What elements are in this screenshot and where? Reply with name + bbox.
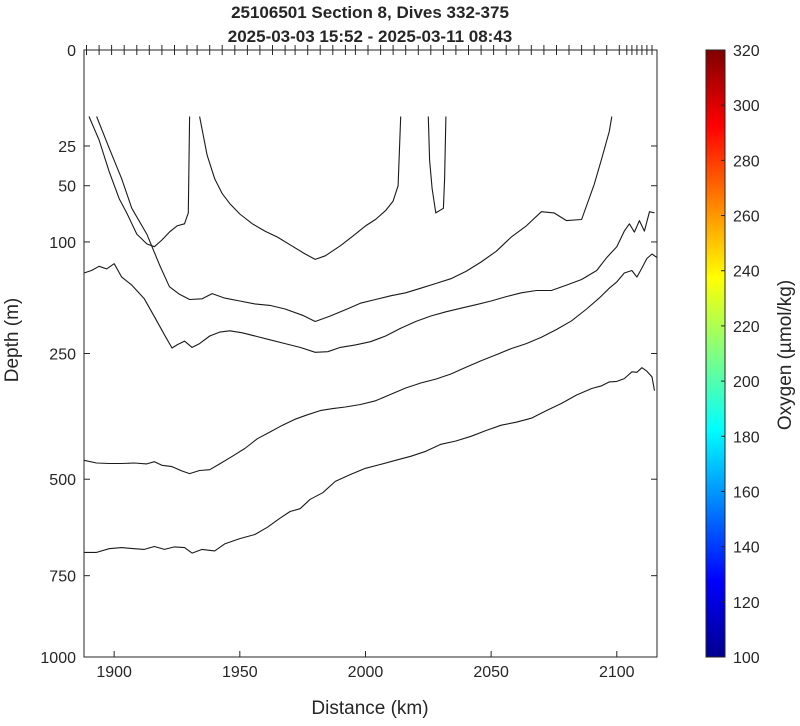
x-tick-label: 2100 xyxy=(599,664,635,681)
x-tick-label: 1950 xyxy=(222,664,258,681)
colorbar-tick-label: 240 xyxy=(733,264,760,281)
colorbar-tick-label: 280 xyxy=(733,153,760,170)
colorbar-tick-label: 180 xyxy=(733,429,760,446)
colorbar-tick-label: 160 xyxy=(733,484,760,501)
colorbar-tick-label: 200 xyxy=(733,374,760,391)
y-tick-label: 25 xyxy=(58,139,76,156)
colorbar-tick-label: 100 xyxy=(733,650,760,667)
plot-area xyxy=(84,50,657,657)
contour-line-4 xyxy=(96,116,613,323)
x-tick-label: 2050 xyxy=(473,664,509,681)
x-axis-label: Distance (km) xyxy=(311,698,428,719)
colorbar-tick-label: 220 xyxy=(733,319,760,336)
contour-line-2 xyxy=(199,116,402,260)
y-tick-label: 100 xyxy=(49,235,76,252)
contour-line-6 xyxy=(83,253,658,475)
contour-line-7 xyxy=(84,367,656,554)
contour-line-3 xyxy=(427,116,447,214)
colorbar-tick-label: 140 xyxy=(733,540,760,557)
colorbar-tick-label: 300 xyxy=(733,98,760,115)
y-tick-label: 0 xyxy=(67,43,76,60)
chart-title-line-1: 25106501 Section 8, Dives 332-375 xyxy=(231,3,509,22)
y-axis-ticks: 0 25 50 100 250 500 750 1000 xyxy=(40,43,657,667)
x-tick-label: 2000 xyxy=(348,664,384,681)
colorbar-tick-label: 320 xyxy=(733,43,760,60)
chart-title-line-2: 2025-03-03 15:52 - 2025-03-11 08:43 xyxy=(228,27,513,46)
colorbar-tick-label: 120 xyxy=(733,595,760,612)
x-tick-label: 1900 xyxy=(96,664,132,681)
colorbar xyxy=(705,49,726,658)
contour-line-5 xyxy=(83,211,655,353)
y-tick-label: 1000 xyxy=(40,650,76,667)
y-tick-label: 250 xyxy=(49,347,76,364)
contour-line-1 xyxy=(88,116,191,248)
x-axis-ticks: 1900 1950 2000 2050 2100 xyxy=(96,651,635,681)
contour-lines xyxy=(83,116,658,554)
y-tick-label: 750 xyxy=(49,569,76,586)
colorbar-tick-label: 260 xyxy=(733,209,760,226)
colorbar-label: Oxygen (µmol/kg) xyxy=(775,280,796,430)
y-axis-label: Depth (m) xyxy=(2,298,23,382)
y-tick-label: 500 xyxy=(49,472,76,489)
y-tick-label: 50 xyxy=(58,179,76,196)
colorbar-ticks: 100 120 140 160 180 200 220 240 260 280 300 320 xyxy=(721,43,760,667)
plot-frame xyxy=(83,49,658,658)
